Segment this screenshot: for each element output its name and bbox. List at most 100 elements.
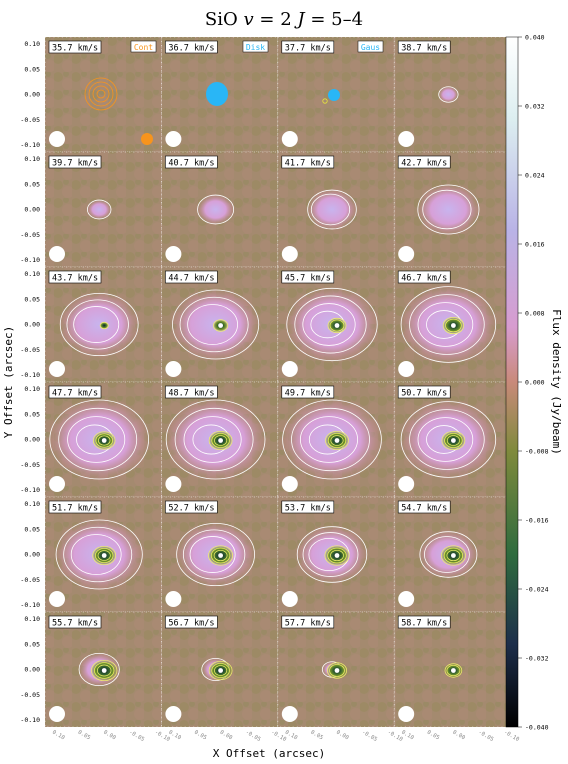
beam-ellipse [398,706,415,722]
emission-contour [78,652,120,687]
emission-contour [176,522,255,587]
y-tick-label: 0.10 [24,500,40,508]
x-tick-label: -0.10 [503,730,520,743]
colorbar-tick-label: 0.016 [525,241,545,249]
y-tick-label: -0.10 [20,486,40,494]
absorption-contour [95,548,114,563]
legend-cont-box [130,40,157,53]
absorption-contour [441,430,466,451]
absorption-contour [446,435,460,446]
x-tick-label: 0.05 [193,730,207,742]
velocity-label: 50.7 km/s [401,389,447,399]
emission-contour [409,409,485,470]
absorption-contour [440,545,466,566]
x-tick-label: 0.10 [51,730,65,742]
velocity-label-box [281,40,335,54]
channel-panel: 35.7 km/s [44,36,162,153]
beam-ellipse [398,246,415,262]
x-tick-labels: 0.10 0.05 0.00 -0.05 -0.10 0.10 0.05 0.00 -0.05 -… [51,730,520,743]
channel-panel: 36.7 km/s [161,36,279,153]
colorbar-tick-label: -0.032 [525,655,549,663]
velocity-label: 54.7 km/s [401,504,447,514]
x-tick-label: -0.05 [128,730,145,743]
y-tick-label: -0.10 [20,256,40,264]
emission-contour [49,399,149,480]
y-tick-label: 0.05 [24,295,40,303]
y-tick-labels: 0.10 0.05 0.00 -0.05 -0.10 0.10 0.05 0.00 -0.05 -… [20,40,40,724]
absorption-contour [329,319,345,332]
absorption-contour [97,664,112,677]
velocity-label-box [397,270,451,284]
emission-contour [189,536,236,573]
y-tick-label: 0.05 [24,410,40,418]
absorption-contour [97,550,111,561]
x-tick-label: 0.00 [102,730,116,742]
continuum-peak-marker [451,323,456,328]
channel-panel: 45.7 km/s [277,266,395,383]
velocity-label-box [165,385,218,399]
y-tick-label: -0.05 [20,346,40,354]
velocity-label-box [48,40,102,54]
absorption-contour [327,662,347,679]
beam-ellipse [281,706,298,722]
emission-contour [294,295,367,354]
disk-model [206,82,228,106]
y-tick-label: -0.10 [20,371,40,379]
colorbar-tick-label: -0.040 [525,724,549,732]
emission-region [86,199,112,220]
y-tick-label: 0.00 [24,666,40,674]
beam-ellipse [165,131,182,147]
emission-contour [58,407,138,472]
emission-contour [179,296,249,353]
y-tick-label: 0.00 [24,91,40,99]
beam-ellipse [165,706,182,722]
velocity-label: 57.7 km/s [285,619,331,629]
y-tick-label: 0.00 [24,551,40,559]
absorption-contour [330,549,344,562]
velocity-label-box [48,500,102,514]
y-tick-label: 0.05 [24,525,40,533]
continuum-beam [141,133,153,145]
colorbar-tick-label: 0.008 [525,310,545,318]
velocity-label-box [397,40,451,54]
x-tick-label: 0.05 [309,730,323,742]
legend-gaus-box [357,40,384,53]
x-tick-label: 0.00 [335,730,349,742]
absorption-region [99,322,109,329]
channel-panel: 43.7 km/s [44,266,162,383]
y-tick-label: 0.10 [24,385,40,393]
absorption-contour [443,547,464,564]
velocity-label: 43.7 km/s [52,274,98,284]
y-tick-label: 0.00 [24,206,40,214]
velocity-label-box [165,615,218,629]
emission-region [196,193,235,226]
velocity-label: 41.7 km/s [285,159,331,169]
channel-panel: 50.7 km/s [393,381,511,498]
emission-contour [417,302,474,347]
absorption-contour [92,431,116,450]
colorbar-tick-label: 0.040 [525,34,545,42]
continuum-peak-marker [334,323,340,328]
x-tick-label: -0.05 [244,730,261,743]
velocity-label: 48.7 km/s [168,389,214,399]
beam-ellipse [49,361,65,377]
emission-contour [70,534,122,575]
velocity-label: 45.7 km/s [285,274,331,284]
y-tick-label: -0.10 [20,716,40,724]
channel-panel: 54.7 km/s [393,496,511,613]
y-tick-label: 0.10 [24,40,40,48]
absorption-contour [327,317,347,334]
absorption-contour [444,663,463,678]
emission-contour [422,189,472,230]
emission-contour [299,416,358,463]
absorption-contour [329,664,345,677]
velocity-label: 58.7 km/s [401,619,447,629]
colorbar-tick-label: -0.008 [525,448,549,456]
continuum-peak-marker [334,438,340,443]
velocity-label-box [281,155,335,169]
colorbar-tick-label: 0.000 [525,379,545,387]
y-tick-label: 0.05 [24,180,40,188]
y-tick-label: -0.05 [20,691,40,699]
x-tick-label: 0.10 [284,730,298,742]
emission-contour [286,287,378,362]
